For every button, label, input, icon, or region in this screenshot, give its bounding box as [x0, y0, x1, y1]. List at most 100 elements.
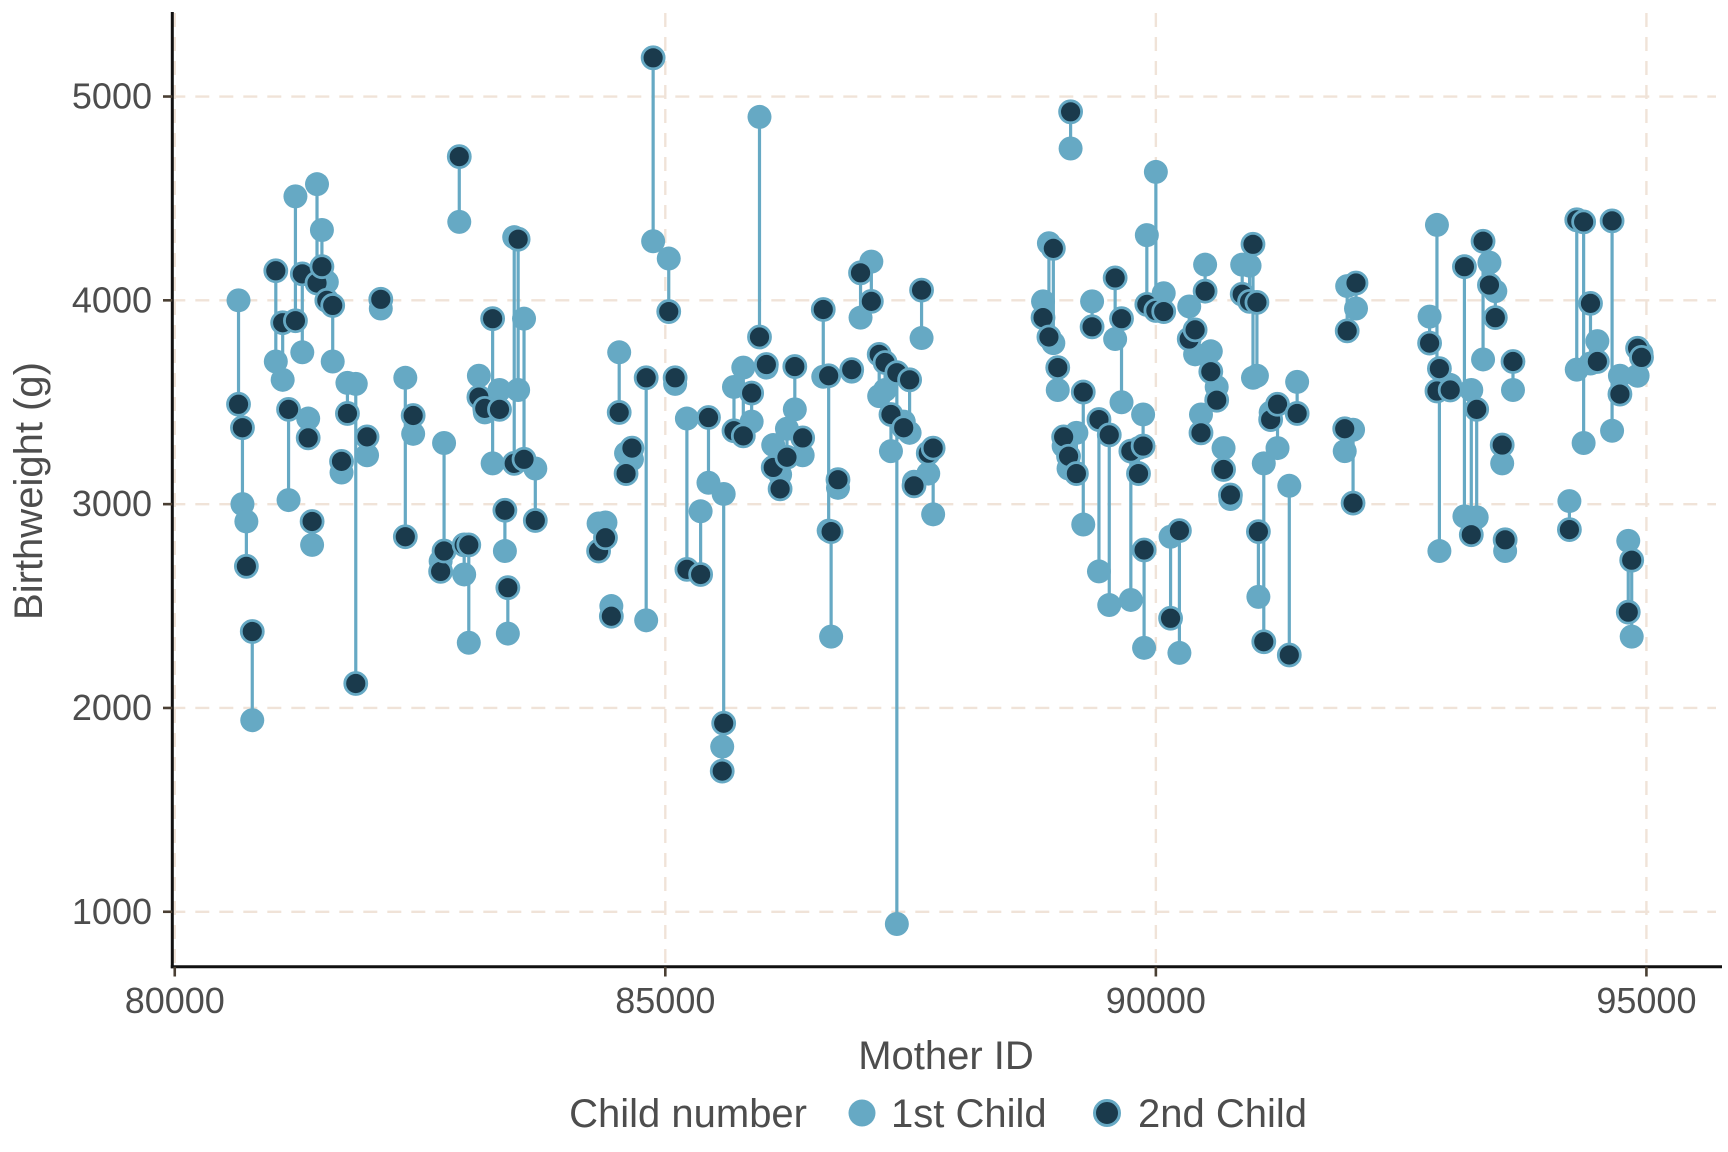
second-child-dot — [392, 524, 418, 550]
legend-item-second-child: 2nd Child — [1093, 1092, 1307, 1136]
first-child-dot — [1332, 439, 1357, 464]
first-child-dot — [506, 378, 531, 403]
second-child-dot — [633, 365, 659, 391]
first-child-dot — [1045, 378, 1070, 403]
first-child-dot — [456, 630, 481, 655]
second-child-dot — [1284, 401, 1310, 426]
second-child-dot — [688, 562, 714, 587]
first-child-dot — [884, 911, 909, 936]
y-tick-label-3000: 3000 — [72, 483, 152, 524]
second-child-dot — [1036, 324, 1062, 350]
first-child-dot — [240, 708, 265, 733]
second-child-dot — [295, 425, 321, 451]
second-child-dot — [640, 45, 666, 71]
first-child-dot — [1251, 451, 1276, 476]
first-child-dot — [747, 104, 772, 129]
first-child-dot — [495, 621, 520, 646]
first-child-dot — [492, 539, 517, 564]
second-child-dot — [309, 254, 335, 280]
x-axis-title: Mother ID — [858, 1034, 1034, 1078]
first-child-dot — [234, 509, 259, 534]
first-child-dot — [1167, 640, 1192, 665]
second-child-dot — [1251, 629, 1277, 655]
second-child-dot — [848, 260, 873, 286]
second-child-dot — [1276, 642, 1302, 668]
second-child-legend-dot — [1093, 1099, 1121, 1127]
first-child-dot — [1143, 159, 1168, 184]
first-child-dot — [1097, 593, 1122, 618]
second-child-dot — [818, 519, 844, 545]
second-child-dot — [1130, 433, 1156, 459]
first-child-dot — [1277, 473, 1302, 498]
second-child-dot — [739, 380, 765, 406]
second-child-dot — [753, 352, 779, 377]
first-child-dot — [873, 378, 898, 403]
second-child-dot — [1500, 349, 1526, 374]
second-child-dot — [1489, 432, 1515, 458]
first-child-dot — [731, 355, 756, 380]
second-child-dot — [711, 710, 737, 736]
legend-item-label: 1st Child — [891, 1092, 1047, 1136]
first-child-dot — [1211, 436, 1236, 461]
second-child-dot — [709, 758, 735, 784]
axis-ticks — [163, 95, 1648, 977]
second-child-dot — [858, 288, 884, 314]
first-child-dot — [710, 734, 735, 759]
y-axis-title: Birthweight (g) — [7, 362, 51, 620]
first-child-dot — [263, 349, 288, 374]
second-child-dot — [1615, 599, 1641, 625]
second-child-dot — [368, 286, 394, 312]
first-child-dot — [1237, 253, 1262, 278]
second-child-dot — [767, 476, 793, 502]
second-child-dot — [891, 415, 917, 441]
second-child-dot — [1265, 391, 1290, 417]
second-child-dot — [230, 415, 255, 441]
second-child-dot — [1188, 420, 1214, 446]
second-child-dot — [1126, 461, 1151, 486]
vertical-gridlines — [173, 13, 1648, 967]
second-child-dot — [522, 508, 548, 533]
first-child-dot — [674, 406, 699, 431]
second-child-dot — [1427, 356, 1452, 382]
first-child-dot — [1071, 512, 1096, 537]
second-child-dot — [1340, 490, 1366, 516]
first-child-dot — [1109, 390, 1134, 415]
second-child-dot — [606, 400, 632, 425]
second-child-dot — [1584, 349, 1610, 374]
second-child-dot — [354, 424, 380, 450]
second-child-dot — [1470, 228, 1496, 254]
second-child-dot — [1334, 318, 1360, 344]
x-tick-label-85000: 85000 — [615, 980, 715, 1021]
second-child-dot — [456, 532, 482, 558]
second-child-dot — [1556, 517, 1582, 543]
second-child-dot — [1571, 209, 1597, 235]
second-child-dot — [1332, 416, 1358, 442]
first-child-dot — [1177, 294, 1202, 319]
first-child-dot — [487, 378, 512, 403]
second-child-dot — [1204, 387, 1230, 413]
first-child-dot — [320, 349, 345, 374]
first-child-dot — [305, 172, 330, 197]
second-child-dot — [696, 405, 721, 430]
second-child-dot — [1619, 547, 1645, 573]
second-child-dot — [239, 619, 265, 644]
second-child-dot — [656, 299, 682, 324]
second-child-dot — [492, 497, 518, 523]
first-child-dot — [782, 397, 807, 422]
first-child-dot — [296, 406, 321, 431]
first-child-dot — [283, 184, 308, 209]
x-tick-label-95000: 95000 — [1596, 980, 1696, 1021]
second-child-dot — [730, 423, 756, 449]
first-child-dot — [1134, 223, 1159, 248]
first-child-dot — [343, 371, 368, 396]
axes — [170, 12, 1722, 969]
first-child-dot — [921, 502, 946, 527]
second-child-dot — [283, 308, 308, 334]
second-child-dot — [329, 448, 354, 474]
second-child-dot — [511, 446, 537, 472]
second-child-dot — [790, 425, 816, 451]
first-child-dot — [276, 488, 301, 513]
first-child-dot — [452, 562, 477, 587]
